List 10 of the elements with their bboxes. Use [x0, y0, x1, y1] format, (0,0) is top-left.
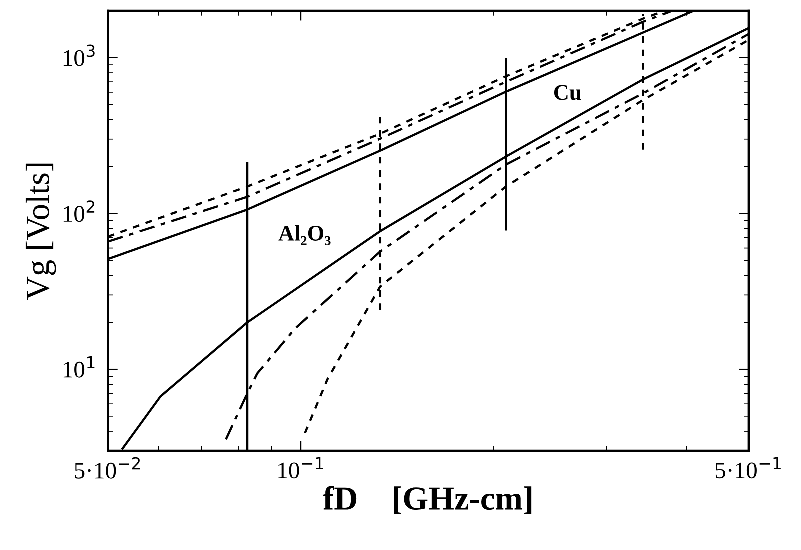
y-axis-title: Vg [Volts] — [26, 164, 56, 300]
x-tick-label: 5·10$^{−2}$ — [75, 457, 140, 479]
annotation: Al₂O₃ — [278, 225, 331, 246]
x-tick-label: 5·10$^{−1}$ — [716, 457, 781, 479]
annotation: Cu — [554, 85, 582, 100]
x-tick-label: 10$^{−1}$ — [278, 457, 324, 479]
y-tick-label: 10$^{2}$ — [64, 200, 95, 222]
x-axis-title: fD [GHz-cm] — [323, 486, 532, 514]
y-tick-label: 10$^{1}$ — [64, 356, 95, 378]
y-tick-label: 10$^{3}$ — [64, 44, 95, 66]
